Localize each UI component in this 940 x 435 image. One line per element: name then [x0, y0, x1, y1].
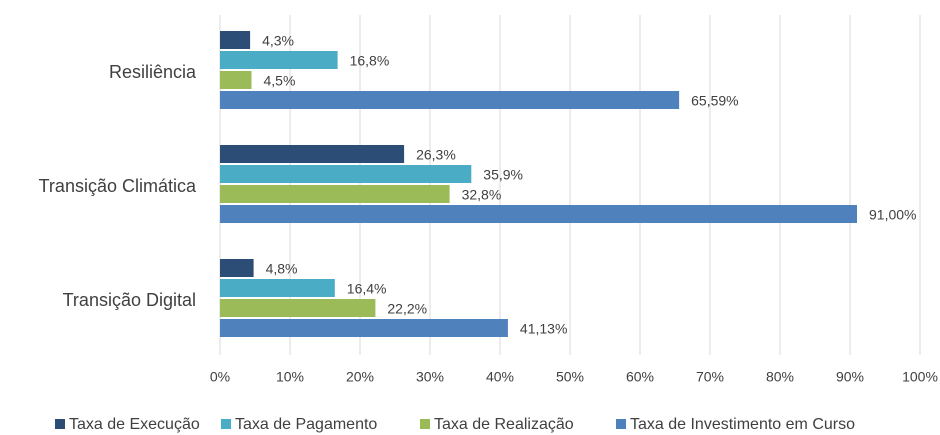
bar: [220, 165, 472, 183]
x-tick-label: 10%: [276, 369, 304, 385]
x-tick-label: 0%: [210, 369, 230, 385]
value-label: 35,9%: [483, 167, 523, 183]
bar: [220, 185, 450, 203]
x-tick-label: 100%: [902, 369, 938, 385]
legend-swatch: [55, 419, 65, 429]
value-label: 16,4%: [347, 281, 387, 297]
bar: [220, 71, 252, 89]
bar: [220, 299, 376, 317]
value-label: 4,3%: [262, 33, 294, 49]
value-label: 32,8%: [462, 187, 502, 203]
value-label: 91,00%: [869, 207, 916, 223]
bar: [220, 319, 508, 337]
category-label: Transição Climática: [39, 176, 197, 196]
x-tick-label: 90%: [836, 369, 864, 385]
category-label: Transição Digital: [63, 290, 196, 310]
x-tick-label: 20%: [346, 369, 374, 385]
x-tick-label: 50%: [556, 369, 584, 385]
value-label: 41,13%: [520, 321, 567, 337]
value-label: 26,3%: [416, 147, 456, 163]
value-label: 16,8%: [350, 53, 390, 69]
bar: [220, 51, 338, 69]
x-tick-label: 70%: [696, 369, 724, 385]
x-tick-label: 80%: [766, 369, 794, 385]
value-label: 4,5%: [264, 73, 296, 89]
legend-swatch: [221, 419, 231, 429]
value-label: 22,2%: [387, 301, 427, 317]
bar: [220, 205, 857, 223]
bar: [220, 279, 335, 297]
legend-label: Taxa de Execução: [69, 416, 200, 433]
value-label: 4,8%: [266, 261, 298, 277]
legend-swatch: [420, 419, 430, 429]
bar: [220, 91, 680, 109]
x-tick-label: 40%: [486, 369, 514, 385]
x-tick-label: 60%: [626, 369, 654, 385]
bar: [220, 259, 254, 277]
bar: [220, 145, 405, 163]
bar: [220, 31, 251, 49]
legend-label: Taxa de Realização: [434, 416, 574, 433]
legend-label: Taxa de Investimento em Curso: [630, 416, 855, 433]
value-label: 65,59%: [691, 93, 738, 109]
category-label: Resiliência: [109, 62, 197, 82]
legend-label: Taxa de Pagamento: [235, 416, 377, 433]
legend-swatch: [616, 419, 626, 429]
x-tick-label: 30%: [416, 369, 444, 385]
